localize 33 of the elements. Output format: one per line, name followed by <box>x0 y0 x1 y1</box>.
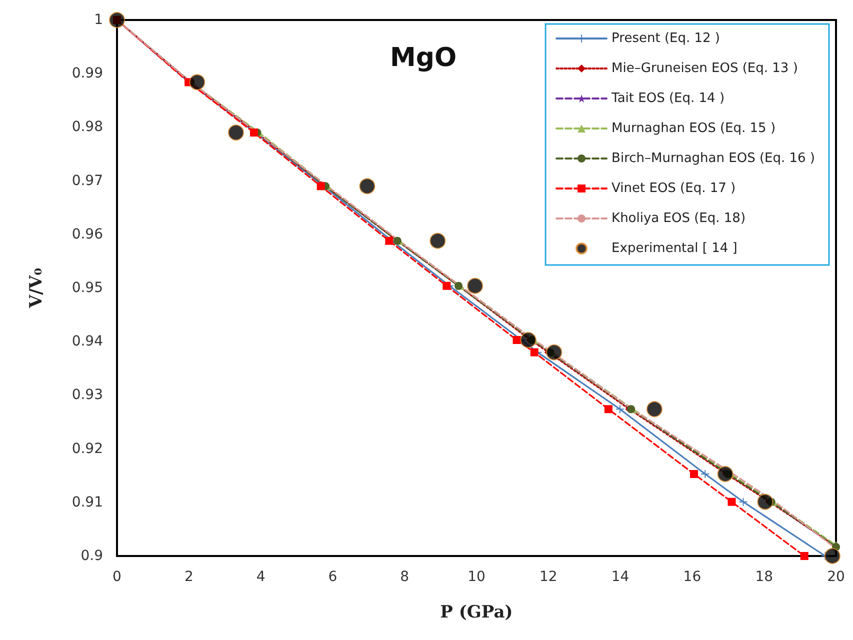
x-tick-label: 10 <box>468 569 486 585</box>
legend-label: Kholiya EOS (Eq. 18) <box>612 211 746 226</box>
y-tick-label: 0.97 <box>72 172 103 189</box>
y-tick-label: 0.95 <box>72 280 103 296</box>
x-tick-label: 6 <box>328 569 338 585</box>
x-tick-label: 8 <box>400 569 410 585</box>
y-tick-label: 0.98 <box>72 119 103 136</box>
y-axis-title: V/V₀ <box>26 268 46 310</box>
text: MgO <box>390 43 457 73</box>
legend-label: Experimental [ 14 ] <box>612 241 738 256</box>
y-tick-label: 0.94 <box>72 334 104 350</box>
x-tick-label: 20 <box>827 569 845 585</box>
legend-label: Tait EOS (Eq. 14 ) <box>610 91 725 106</box>
y-tick-label: 0.96 <box>72 226 104 242</box>
legend-label: Vinet EOS (Eq. 17 ) <box>612 181 736 196</box>
legend-label: Mie–Gruneisen EOS (Eq. 13 ) <box>612 61 798 76</box>
x-tick-label: 12 <box>539 569 558 585</box>
legend-label: Birch–Murnaghan EOS (Eq. 16 ) <box>612 151 816 166</box>
x-axis-title: P (GPa) <box>440 602 513 622</box>
x-tick-label: 16 <box>683 569 702 585</box>
legend-label: Present (Eq. 12 ) <box>612 31 720 46</box>
y-tick-label: 0.9 <box>80 548 103 564</box>
x-tick-label: 2 <box>184 569 194 585</box>
y-tick-label: 0.91 <box>72 494 103 510</box>
y-tick-label: 1 <box>94 12 103 28</box>
legend-label: Murnaghan EOS (Eq. 15 ) <box>612 121 776 136</box>
x-tick-label: 18 <box>755 569 774 585</box>
x-tick-label: 0 <box>112 569 122 585</box>
x-tick-label: 14 <box>611 569 630 585</box>
x-tick-label: 4 <box>256 569 266 585</box>
y-tick-label: 0.93 <box>72 387 103 404</box>
y-tick-label: 0.99 <box>72 66 103 82</box>
y-tick-label: 0.92 <box>72 440 103 457</box>
